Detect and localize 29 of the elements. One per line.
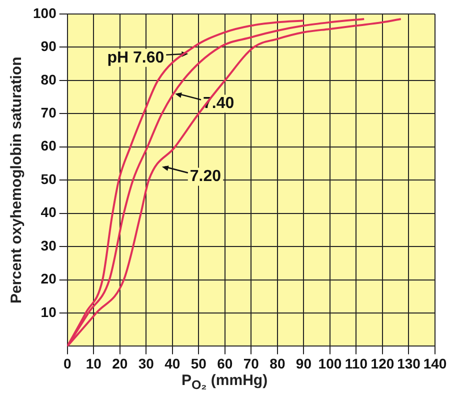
x-tick-label: 90	[296, 355, 312, 372]
y-tick-label: 70	[40, 104, 57, 121]
y-tick-label: 10	[40, 304, 57, 320]
y-tick-label: 20	[40, 270, 57, 287]
x-tick-label: 10	[86, 355, 102, 372]
x-tick-label: 100	[318, 355, 342, 372]
y-tick-label: 80	[40, 71, 57, 88]
x-tick-label: 140	[423, 355, 447, 372]
x-tick-label: 60	[217, 355, 233, 372]
x-tick-label: 40	[164, 355, 180, 372]
y-tick-label: 90	[40, 38, 57, 54]
y-tick-label: 30	[40, 237, 57, 254]
x-axis-title: P$_{O₂}$ (mmHg)	[180, 372, 269, 392]
x-tick-label: 110	[344, 355, 368, 372]
y-tick-label: 40	[40, 204, 57, 220]
annotation: pH 7.60	[107, 49, 164, 66]
annotation: 7.20	[190, 168, 222, 186]
y-tick-label: 50	[40, 170, 57, 187]
x-tick-label: 80	[270, 355, 286, 372]
y-tick-label: 100	[33, 4, 57, 21]
x-tick-label: 130	[397, 355, 421, 372]
x-tick-label: 70	[243, 355, 260, 372]
y-tick-label: 60	[40, 138, 57, 154]
x-tick-label: 0	[63, 355, 72, 372]
x-tick-label: 20	[112, 355, 128, 372]
x-tick-label: 50	[190, 355, 207, 372]
y-axis-title: Percent oxyhemoglobin saturation	[8, 56, 26, 304]
x-tick-label: 30	[138, 355, 154, 372]
x-tick-label: 120	[370, 355, 394, 372]
